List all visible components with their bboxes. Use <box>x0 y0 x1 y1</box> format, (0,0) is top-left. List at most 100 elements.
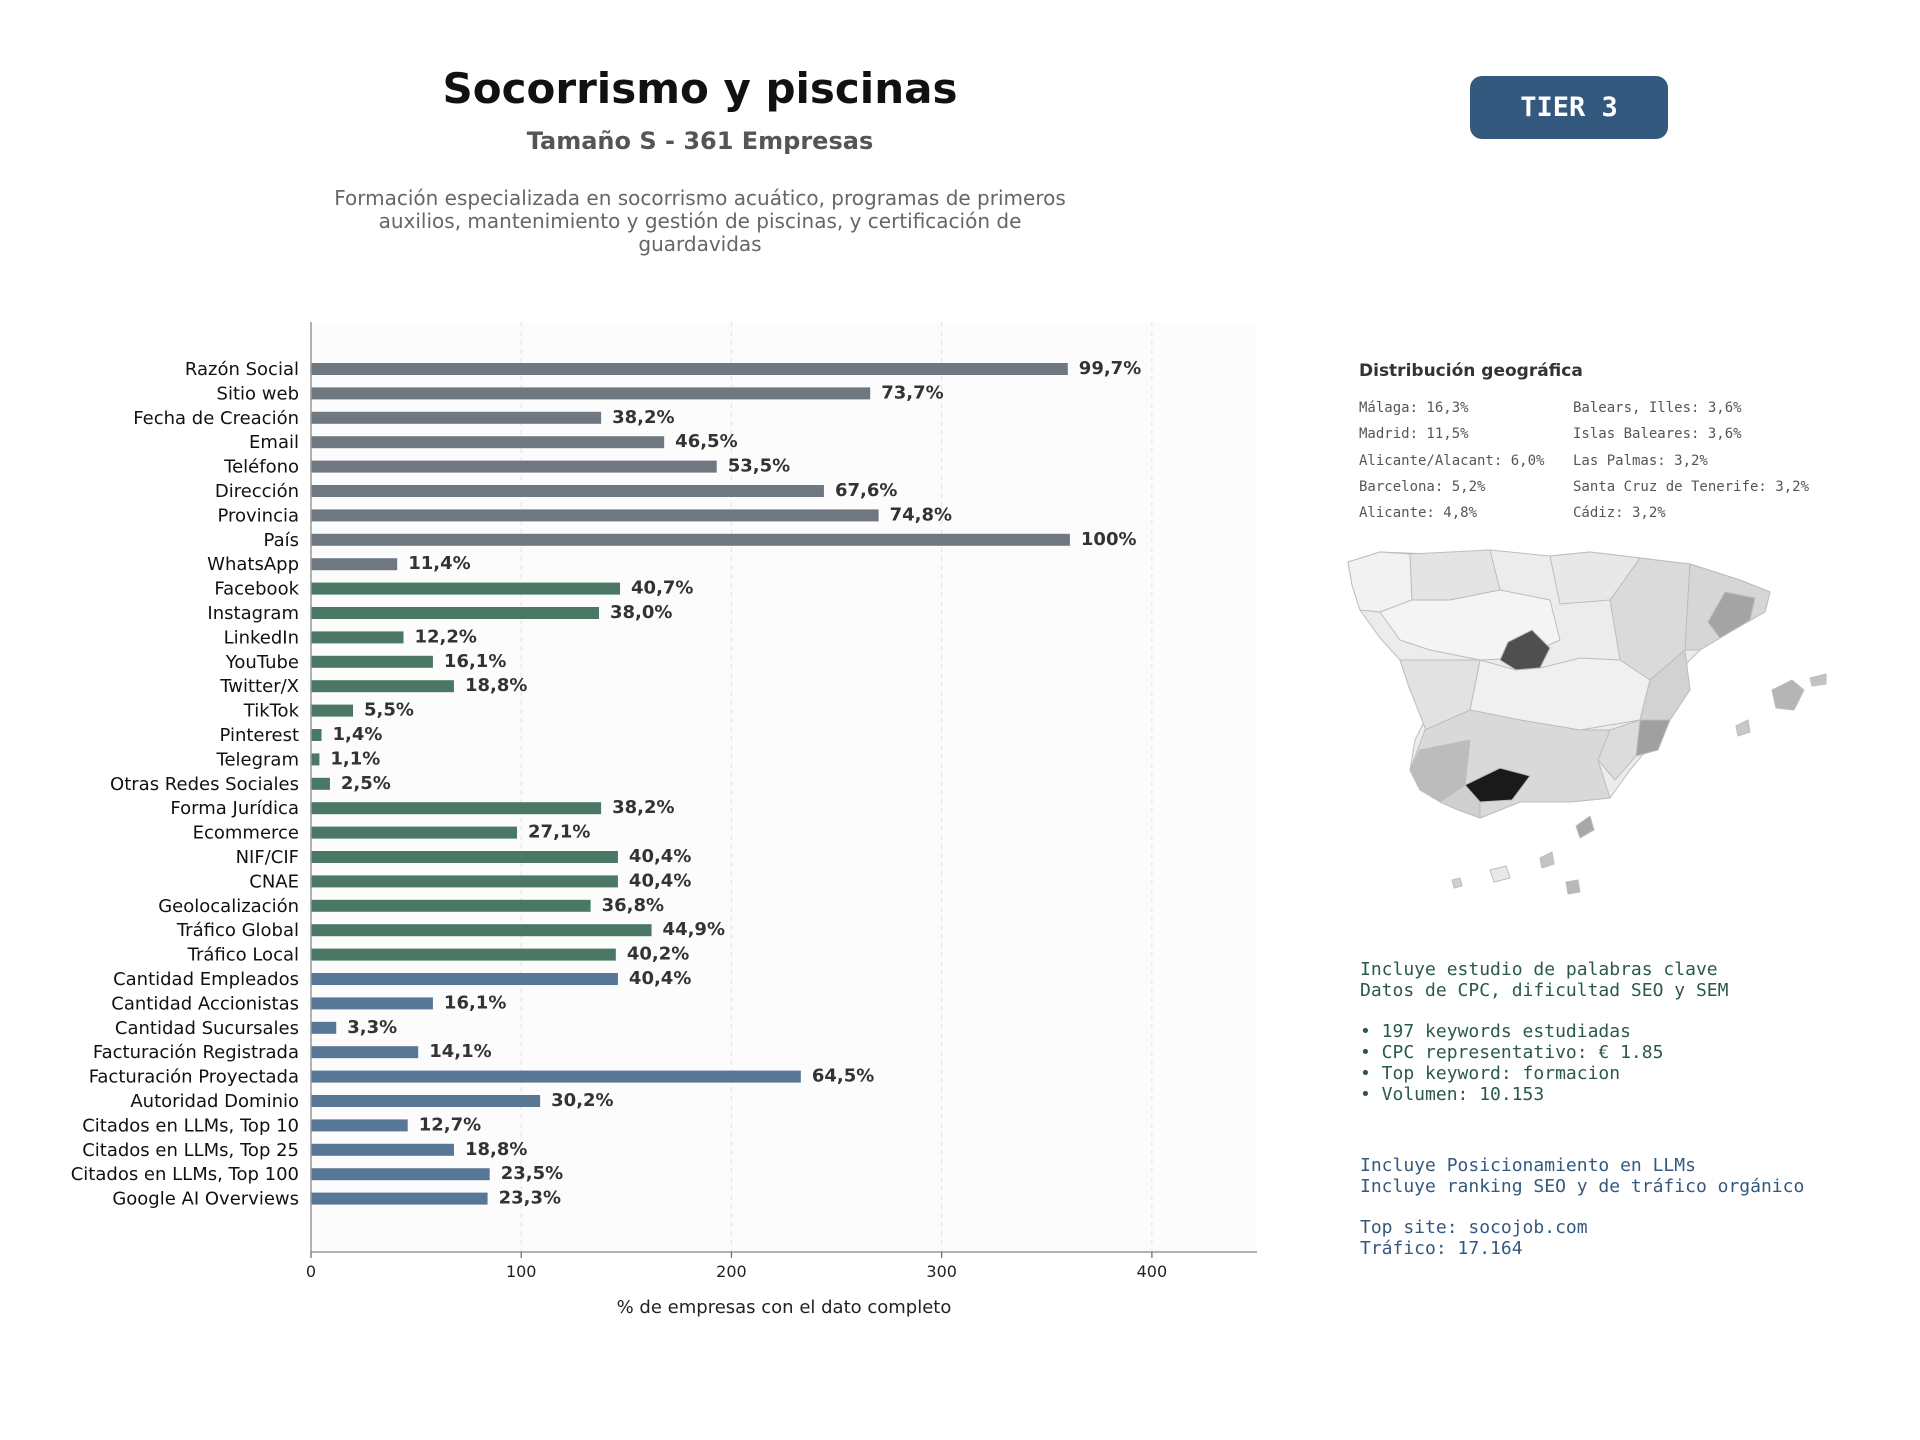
value-label: 2,5% <box>341 773 391 794</box>
geo-entry: Cádiz: 3,2% <box>1573 505 1666 522</box>
geo-entry: Santa Cruz de Tenerife: 3,2% <box>1573 478 1810 495</box>
bar <box>311 875 618 888</box>
completeness-bar-chart: Razón Social Sitio web Fecha de Creación Em… <box>71 322 1257 1318</box>
bar <box>311 411 602 424</box>
value-label: 3,3% <box>347 1017 397 1038</box>
bar <box>311 558 398 571</box>
bar <box>311 1070 801 1083</box>
bar <box>311 899 591 912</box>
value-label: 38,2% <box>612 797 674 818</box>
bar <box>311 753 320 766</box>
x-ticks: 0 100 200 300 400 <box>306 1252 1167 1281</box>
category-label: Tráfico Local <box>187 945 299 966</box>
map-canary <box>1489 865 1511 883</box>
category-label: Sitio web <box>217 383 299 404</box>
category-label: Cantidad Accionistas <box>111 993 299 1014</box>
page-title: Socorrismo y piscinas <box>442 64 958 113</box>
value-label: 5,5% <box>364 700 414 721</box>
category-label: YouTube <box>225 652 299 673</box>
geo-list-left: Málaga: 16,3% Madrid: 11,5% Alicante/Ala… <box>1359 398 1544 529</box>
category-label: Citados en LLMs, Top 10 <box>82 1115 299 1136</box>
value-label: 14,1% <box>429 1041 491 1062</box>
bar <box>311 363 1068 375</box>
seo-bullet: • Top keyword: formacion <box>1360 1063 1621 1084</box>
map-balearic <box>1809 673 1827 687</box>
bar <box>311 1168 490 1181</box>
bar <box>311 826 518 839</box>
category-label: Google AI Overviews <box>112 1189 299 1210</box>
value-label: 40,4% <box>629 968 691 989</box>
value-label: 23,5% <box>501 1163 563 1184</box>
value-label: 40,4% <box>629 870 691 891</box>
x-axis-label: % de empresas con el dato completo <box>617 1297 952 1318</box>
sector-description: Formación especializada en socorrismo ac… <box>334 186 1066 256</box>
spain-map <box>1347 549 1827 895</box>
seo-info: Incluye estudio de palabras clave Datos … <box>1360 959 1728 1105</box>
x-tick-label: 100 <box>506 1262 537 1281</box>
llm-line: Incluye Posicionamiento en LLMs <box>1360 1155 1696 1176</box>
category-label: WhatsApp <box>207 554 299 575</box>
value-label: 38,2% <box>612 407 674 428</box>
category-label: Autoridad Dominio <box>130 1091 299 1112</box>
category-label: Geolocalización <box>158 896 299 917</box>
category-label: Email <box>249 432 299 453</box>
bar <box>311 973 618 985</box>
value-label: 38,0% <box>610 602 672 623</box>
value-label: 74,8% <box>890 504 952 525</box>
geo-entry: Las Palmas: 3,2% <box>1573 452 1708 469</box>
category-label: Instagram <box>207 603 299 624</box>
category-label: Ecommerce <box>193 823 299 844</box>
geo-entry: Alicante/Alacant: 6,0% <box>1359 452 1545 469</box>
geo-entry: Balears, Illes: 3,6% <box>1573 400 1742 416</box>
value-label: 30,2% <box>551 1090 613 1111</box>
bar <box>311 1095 541 1107</box>
value-label: 40,2% <box>627 944 689 965</box>
value-label: 23,3% <box>499 1188 561 1209</box>
category-label: Otras Redes Sociales <box>110 774 299 795</box>
bar <box>311 851 618 863</box>
value-label: 36,8% <box>602 895 664 916</box>
value-label: 64,5% <box>812 1066 874 1087</box>
x-tick-label: 300 <box>926 1262 957 1281</box>
value-label: 18,8% <box>465 1139 527 1160</box>
bar <box>311 704 354 717</box>
category-label: Fecha de Creación <box>133 408 299 429</box>
bar <box>311 631 404 644</box>
category-label: Telegram <box>216 749 299 770</box>
category-label: LinkedIn <box>224 627 299 648</box>
seo-line: Incluye estudio de palabras clave <box>1360 959 1718 980</box>
value-label: 16,1% <box>444 992 506 1013</box>
category-label: Citados en LLMs, Top 100 <box>71 1164 299 1185</box>
bar <box>311 729 322 741</box>
bar <box>311 1046 419 1059</box>
bar <box>311 582 621 595</box>
value-label: 73,7% <box>881 382 943 403</box>
tier-badge: TIER 3 <box>1470 76 1668 139</box>
category-label: Forma Jurídica <box>170 798 299 819</box>
category-label: Citados en LLMs, Top 25 <box>82 1140 299 1161</box>
category-label: Cantidad Empleados <box>113 969 299 990</box>
seo-bullet: • CPC representativo: € 1.85 <box>1360 1042 1664 1063</box>
value-label: 11,4% <box>408 553 470 574</box>
bar <box>311 436 665 449</box>
bar <box>311 924 652 937</box>
map-alicante <box>1635 719 1671 757</box>
bar <box>311 680 454 693</box>
llm-line: Incluye ranking SEO y de tráfico orgánic… <box>1360 1176 1805 1197</box>
category-label: Facebook <box>214 579 299 600</box>
geo-entry: Alicante: 4,8% <box>1359 505 1478 522</box>
map-malaga <box>1464 767 1531 803</box>
bar <box>311 533 1070 546</box>
value-label: 100% <box>1081 529 1137 550</box>
bar <box>311 997 433 1010</box>
map-canary <box>1451 877 1463 889</box>
value-label: 18,8% <box>465 675 527 696</box>
value-label: 16,1% <box>444 651 506 672</box>
geo-entry: Madrid: 11,5% <box>1359 426 1469 443</box>
map-region <box>1549 551 1641 605</box>
bar <box>311 802 602 815</box>
seo-bullet: • Volumen: 10.153 <box>1360 1084 1545 1105</box>
category-label: Cantidad Sucursales <box>115 1018 299 1039</box>
category-label: Facturación Registrada <box>93 1042 299 1063</box>
top-site-traffic: Tráfico: 17.164 <box>1360 1238 1523 1259</box>
